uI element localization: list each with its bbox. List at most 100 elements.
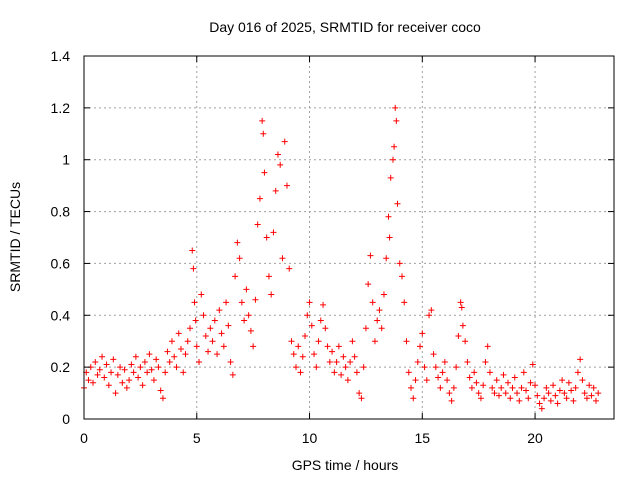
data-point	[468, 384, 475, 391]
data-point	[387, 174, 394, 181]
data-point	[283, 182, 290, 189]
data-point	[241, 317, 248, 324]
data-point	[568, 387, 575, 394]
data-point	[297, 369, 304, 376]
data-point	[94, 371, 101, 378]
data-point	[385, 213, 392, 220]
x-tick-label: 0	[80, 430, 88, 446]
data-point	[207, 325, 214, 332]
data-point	[441, 358, 448, 365]
data-point	[393, 117, 400, 124]
data-point	[392, 104, 399, 111]
data-point	[119, 379, 126, 386]
data-point	[570, 397, 577, 404]
data-point	[171, 353, 178, 360]
data-point	[367, 252, 374, 259]
data-point	[320, 301, 327, 308]
data-point	[426, 312, 433, 319]
data-point	[261, 169, 268, 176]
data-point	[112, 390, 119, 397]
y-tick-label: 0.8	[51, 204, 71, 220]
data-point	[520, 369, 527, 376]
data-point	[396, 260, 403, 267]
data-point	[108, 369, 115, 376]
data-point	[577, 356, 584, 363]
data-point	[132, 353, 139, 360]
data-point	[236, 255, 243, 262]
data-point	[514, 390, 521, 397]
data-point	[96, 366, 103, 373]
data-point	[313, 364, 320, 371]
data-point	[527, 379, 534, 386]
data-point	[565, 379, 572, 386]
data-point	[561, 390, 568, 397]
data-point	[229, 371, 236, 378]
data-point	[473, 379, 480, 386]
data-point	[498, 384, 505, 391]
data-point	[218, 330, 225, 337]
x-axis-label: GPS time / hours	[292, 457, 399, 473]
data-point	[324, 343, 331, 350]
data-point	[374, 317, 381, 324]
data-point	[191, 299, 198, 306]
data-point	[516, 397, 523, 404]
data-point	[299, 353, 306, 360]
data-point	[141, 358, 148, 365]
data-point	[358, 395, 365, 402]
data-point	[146, 351, 153, 358]
data-point	[281, 138, 288, 145]
data-point	[486, 369, 493, 376]
data-point	[572, 384, 579, 391]
data-point	[347, 358, 354, 365]
y-tick-label: 0.4	[51, 307, 71, 323]
data-point	[351, 353, 358, 360]
data-point	[410, 395, 417, 402]
data-point	[333, 358, 340, 365]
data-point	[209, 338, 216, 345]
data-point	[200, 312, 207, 319]
data-point	[507, 395, 514, 402]
data-point	[534, 392, 541, 399]
data-point	[353, 369, 360, 376]
data-point	[432, 364, 439, 371]
data-point	[162, 369, 169, 376]
data-point	[360, 364, 367, 371]
data-point	[175, 330, 182, 337]
data-point	[153, 356, 160, 363]
data-point	[256, 195, 263, 202]
data-point	[286, 265, 293, 272]
data-point	[349, 338, 356, 345]
data-point	[290, 351, 297, 358]
data-point	[268, 291, 275, 298]
data-point	[383, 255, 390, 262]
data-point	[180, 369, 187, 376]
data-point	[288, 338, 295, 345]
data-point	[563, 395, 570, 402]
data-point	[484, 343, 491, 350]
data-point	[123, 384, 130, 391]
data-point	[545, 390, 552, 397]
data-point	[464, 358, 471, 365]
data-point	[340, 353, 347, 360]
data-point	[247, 327, 254, 334]
data-point	[245, 312, 252, 319]
x-tick-label: 15	[415, 430, 431, 446]
data-point	[362, 325, 369, 332]
data-point	[338, 371, 345, 378]
data-point	[85, 377, 92, 384]
y-tick-label: 1.4	[51, 48, 71, 64]
data-point	[414, 358, 421, 365]
data-point	[428, 307, 435, 314]
data-point	[101, 374, 108, 381]
x-tick-label: 5	[193, 430, 201, 446]
data-point	[263, 234, 270, 241]
data-point	[265, 273, 272, 280]
data-point	[317, 317, 324, 324]
data-point	[295, 343, 302, 350]
x-tick-label: 10	[302, 430, 318, 446]
data-point	[408, 384, 415, 391]
data-point	[459, 322, 466, 329]
data-point	[184, 338, 191, 345]
data-point	[505, 379, 511, 386]
